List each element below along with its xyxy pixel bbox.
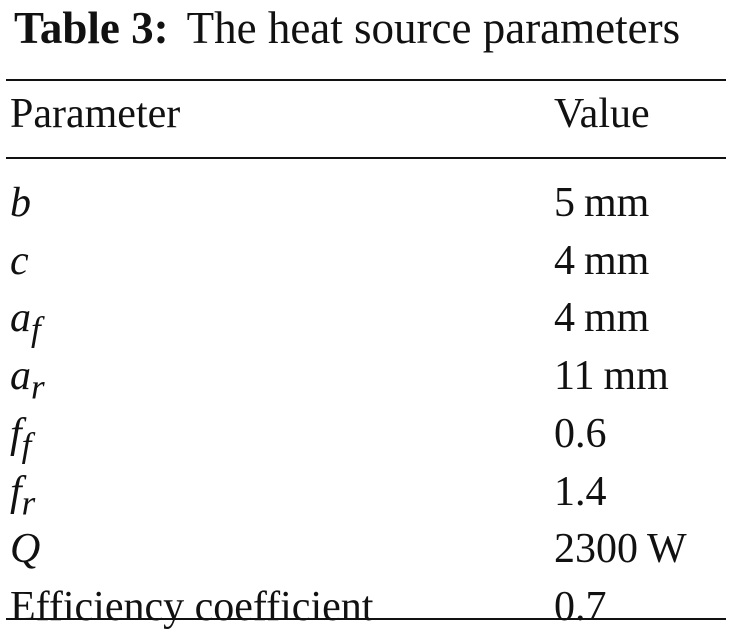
value-unit: mm	[584, 180, 650, 226]
parameter-symbol: Q	[10, 526, 41, 573]
value-cell: 2300 W	[554, 521, 687, 578]
value-number: 5	[554, 180, 575, 226]
table-bottom-rule	[6, 618, 726, 620]
value-cell: 0.6	[554, 406, 607, 463]
value-unit: W	[647, 526, 687, 573]
parameter-subscript: r	[21, 482, 36, 522]
parameter-cell: fr	[10, 464, 35, 531]
parameter-symbol: f	[10, 468, 22, 515]
parameter-cell: Efficiency coefficient	[10, 579, 373, 636]
parameter-cell: ar	[10, 348, 45, 415]
table-top-rule	[6, 79, 726, 81]
value-number: 4	[554, 295, 575, 342]
value-number: 4	[554, 237, 575, 284]
value-unit: mm	[584, 295, 650, 342]
table-caption: Table 3: The heat source parameters	[14, 0, 680, 56]
value-cell: 4 mm	[554, 233, 649, 290]
header-parameter: Parameter	[10, 91, 181, 137]
header-value: Value	[554, 91, 650, 137]
value-cell: 1.4	[554, 464, 607, 521]
value-cell: 5 mm	[554, 175, 649, 232]
parameter-symbol: a	[10, 295, 31, 342]
table-caption-label: Table 3:	[14, 3, 169, 53]
parameter-subscript: r	[31, 367, 45, 407]
value-number: 1.4	[554, 468, 607, 515]
value-number: 11	[554, 353, 595, 400]
table-row: ff 0.6	[0, 406, 733, 464]
parameter-symbol: f	[10, 410, 22, 457]
table-row: Q 2300 W	[0, 521, 733, 578]
parameter-text: Efficiency coefficient	[10, 583, 374, 630]
table-header-rule	[6, 157, 726, 159]
parameter-cell: Q	[10, 521, 40, 578]
parameter-symbol: a	[10, 353, 31, 400]
value-unit: mm	[603, 353, 669, 400]
parameter-symbol: c	[10, 237, 29, 284]
parameter-subscript: f	[31, 309, 41, 349]
value-number: 0.7	[554, 583, 607, 630]
value-cell: 11 mm	[554, 348, 669, 405]
table-row: c 4 mm	[0, 233, 733, 290]
table-row: af 4 mm	[0, 290, 733, 348]
value-unit: mm	[584, 237, 650, 284]
table-row: b 5 mm	[0, 175, 733, 232]
value-cell: 4 mm	[554, 290, 649, 347]
table-row: ar 11 mm	[0, 348, 733, 406]
value-cell: 0.7	[554, 579, 607, 636]
table-caption-text: The heat source parameters	[186, 3, 681, 53]
parameter-cell: c	[10, 233, 29, 290]
value-number: 0.6	[554, 410, 607, 457]
parameter-subscript: f	[21, 425, 32, 465]
parameter-cell: b	[10, 175, 31, 232]
value-number: 2300	[554, 526, 638, 573]
table-header-row: Parameter Value	[0, 86, 733, 143]
parameter-cell: ff	[10, 406, 31, 473]
parameter-cell: af	[10, 290, 41, 357]
parameter-symbol: b	[10, 180, 31, 226]
table-row: fr 1.4	[0, 464, 733, 522]
table-row: Efficiency coefficient 0.7	[0, 579, 733, 636]
